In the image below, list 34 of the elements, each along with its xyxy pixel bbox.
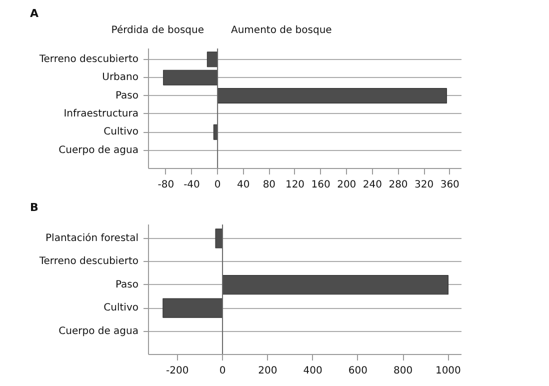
x-tick-label: 1000 bbox=[435, 366, 461, 376]
x-tick-label: 200 bbox=[337, 180, 356, 190]
x-tick-label: 800 bbox=[394, 366, 413, 376]
x-tick-label: 80 bbox=[262, 180, 276, 190]
x-tick-label: 320 bbox=[414, 180, 434, 190]
x-tick-label: -40 bbox=[184, 180, 200, 190]
y-tick-label: Cultivo bbox=[104, 126, 139, 138]
x-tick-label: -80 bbox=[158, 180, 174, 190]
x-tick-label: 160 bbox=[311, 180, 330, 190]
x-tick-label: 40 bbox=[237, 180, 250, 190]
x-tick-label: -200 bbox=[166, 366, 189, 376]
x-tick-label: 200 bbox=[258, 366, 278, 376]
text: Aumento de bosque bbox=[231, 24, 332, 38]
text: B bbox=[30, 200, 38, 216]
x-tick-label: 280 bbox=[388, 180, 408, 190]
y-tick-label: Urbano bbox=[102, 72, 139, 84]
text: A bbox=[30, 6, 39, 22]
x-tick-label: 240 bbox=[362, 180, 382, 190]
x-tick-label: 120 bbox=[285, 180, 305, 190]
x-tick-label: 360 bbox=[440, 180, 460, 190]
y-tick-label: Terreno descubierto bbox=[38, 256, 139, 268]
y-tick-label: Infraestructura bbox=[64, 108, 139, 120]
y-tick-label: Plantación forestal bbox=[46, 232, 139, 244]
y-tick-label: Cuerpo de agua bbox=[58, 144, 139, 156]
x-tick-label: 600 bbox=[348, 366, 368, 376]
y-tick-label: Cuerpo de agua bbox=[58, 326, 139, 337]
x-tick-label: 0 bbox=[219, 366, 226, 376]
x-tick-label: 0 bbox=[214, 180, 221, 190]
y-tick-label: Cultivo bbox=[104, 302, 139, 314]
y-tick-label: Paso bbox=[115, 90, 139, 102]
x-tick-label: 400 bbox=[303, 366, 322, 376]
text: Pérdida de bosque bbox=[111, 24, 204, 38]
y-tick-label: Terreno descubierto bbox=[38, 54, 139, 65]
y-tick-label: Paso bbox=[115, 279, 139, 290]
